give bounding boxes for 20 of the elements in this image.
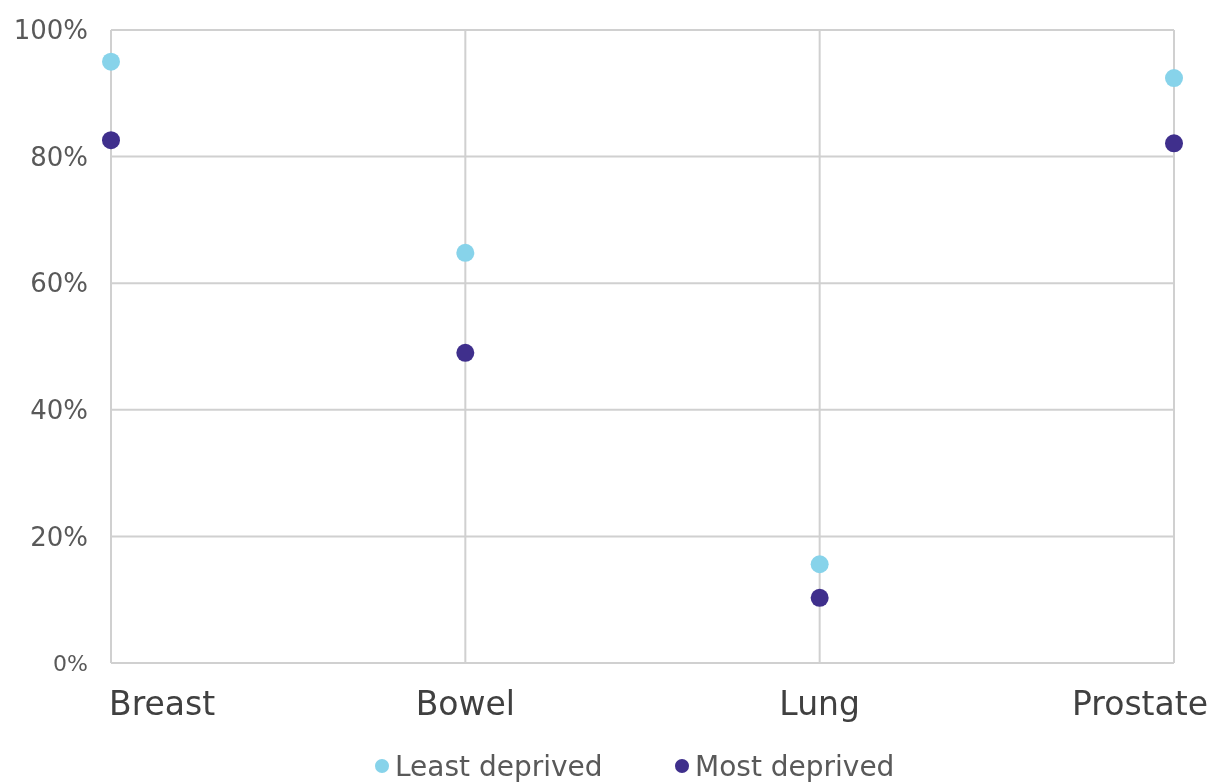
x-tick-label: Breast <box>109 684 216 723</box>
point <box>810 555 829 574</box>
x-tick-label: Prostate <box>1072 684 1208 723</box>
point <box>456 343 475 362</box>
y-tick-label: 60% <box>30 268 88 299</box>
point <box>810 588 829 607</box>
x-tick-label: Lung <box>779 684 860 723</box>
x-tick-label: Bowel <box>415 684 515 723</box>
y-tick-label: 20% <box>30 521 88 552</box>
y-tick-label: 80% <box>30 141 88 172</box>
point <box>1165 69 1183 88</box>
y-tick-label: 100% <box>13 15 88 46</box>
point <box>456 243 475 262</box>
y-tick-label: 40% <box>30 394 88 425</box>
point <box>102 52 120 71</box>
point <box>1165 134 1183 153</box>
y-tick-label: 0% <box>53 650 88 676</box>
point <box>102 131 120 150</box>
legend-label: Least deprived <box>395 749 603 783</box>
legend-label: Most deprived <box>695 749 895 783</box>
